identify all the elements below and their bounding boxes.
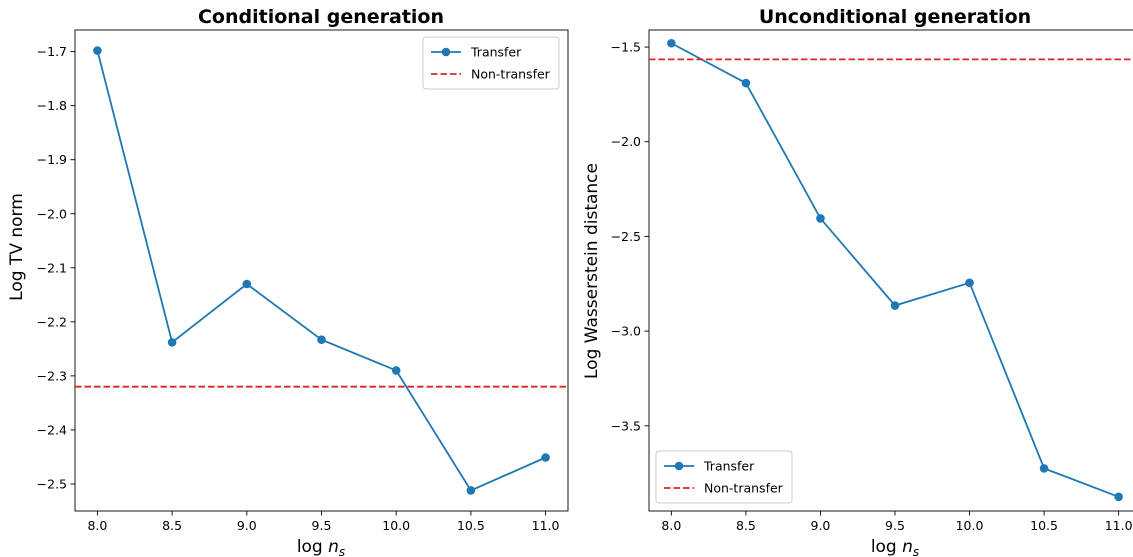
y-tick-label: −2.0 (37, 206, 67, 221)
x-tick-label: 8.5 (162, 518, 182, 533)
unconditional-generation-chart: Unconditional generation 8.0 8.5 9.0 9.5 10.… (582, 6, 1133, 557)
x-tick-label: 10.0 (382, 518, 410, 533)
y-tick-label: −3.0 (611, 324, 641, 339)
y-tick-label: −2.0 (611, 134, 641, 149)
transfer-line (96, 50, 546, 492)
legend-label: Transfer (470, 45, 522, 60)
transfer-point (541, 453, 550, 462)
y-tick-label: −1.7 (37, 44, 67, 59)
y-tick-label: −2.3 (37, 368, 67, 383)
y-axis-label: Log Wasserstein distance (582, 163, 602, 379)
x-tick-label: 11.0 (1105, 518, 1133, 533)
y-tick-label: −2.5 (611, 229, 641, 244)
y-tick-label: −2.1 (37, 260, 67, 275)
transfer-point (167, 338, 177, 347)
x-tick-label: 8.0 (87, 518, 107, 533)
x-axis-label: log ns (871, 537, 919, 557)
y-tick-label: −1.8 (37, 98, 67, 113)
transfer-point (741, 78, 751, 88)
chart-title: Unconditional generation (759, 6, 1031, 28)
transfer-line (670, 42, 1119, 498)
x-tick-label: 9.0 (811, 518, 831, 533)
y-tick-label: −2.5 (37, 476, 67, 491)
y-axis-label: Log TV norm (7, 193, 27, 301)
y-tick-label: −1.9 (37, 152, 67, 167)
x-tick-label: 9.5 (885, 518, 905, 533)
x-tick-label: 8.0 (661, 518, 681, 533)
chart-title: Conditional generation (198, 6, 444, 28)
transfer-point (1114, 492, 1123, 502)
transfer-point (317, 335, 326, 344)
transfer-point (1039, 464, 1049, 473)
x-axis-label: log ns (297, 537, 345, 557)
legend-label: Non-transfer (471, 67, 551, 82)
legend-label: Non-transfer (704, 481, 784, 496)
legend-box (655, 450, 793, 504)
transfer-point (890, 301, 900, 310)
legend-label: Transfer (703, 459, 755, 474)
x-tick-label: 11.0 (532, 518, 560, 533)
y-tick-label: −3.5 (611, 418, 641, 433)
transfer-point (965, 278, 974, 288)
y-tick-label: −2.4 (37, 422, 67, 437)
x-tick-label: 8.5 (736, 518, 756, 533)
x-tick-label: 9.5 (312, 518, 332, 533)
y-tick-label: −2.2 (37, 314, 67, 329)
plot-content (649, 38, 1133, 502)
plot-content (75, 46, 568, 495)
conditional-generation-chart: Conditional generation 8.0 8.5 9.0 9.5 10.0 1… (7, 6, 569, 557)
legend-marker-transfer (441, 47, 451, 57)
plot-area: 8.0 8.5 9.0 9.5 10.0 10.5 11.0 −1.5 −2.0 −2.5 −3.0… (611, 29, 1133, 533)
x-tick-label: 10.5 (1030, 518, 1058, 533)
axes-frame (648, 29, 1133, 512)
plot-area: 8.0 8.5 9.0 9.5 10.0 10.5 11.0 −1.7 −1.8 −1.9 −2.0… (37, 29, 569, 533)
legend-marker-transfer (674, 461, 684, 471)
transfer-point (667, 38, 676, 48)
legend: Transfer Non-transfer (422, 36, 560, 90)
x-tick-label: 10.5 (457, 518, 485, 533)
transfer-point (391, 366, 401, 375)
x-tick-label: 9.0 (237, 518, 257, 533)
transfer-point (93, 46, 102, 55)
legend-box (422, 36, 560, 90)
y-tick-label: −1.5 (611, 40, 641, 55)
axes-frame (74, 29, 569, 512)
x-tick-label: 10.0 (956, 518, 984, 533)
transfer-point (816, 214, 825, 223)
transfer-point (466, 486, 476, 495)
transfer-point (242, 279, 252, 289)
legend: Transfer Non-transfer (655, 450, 793, 504)
